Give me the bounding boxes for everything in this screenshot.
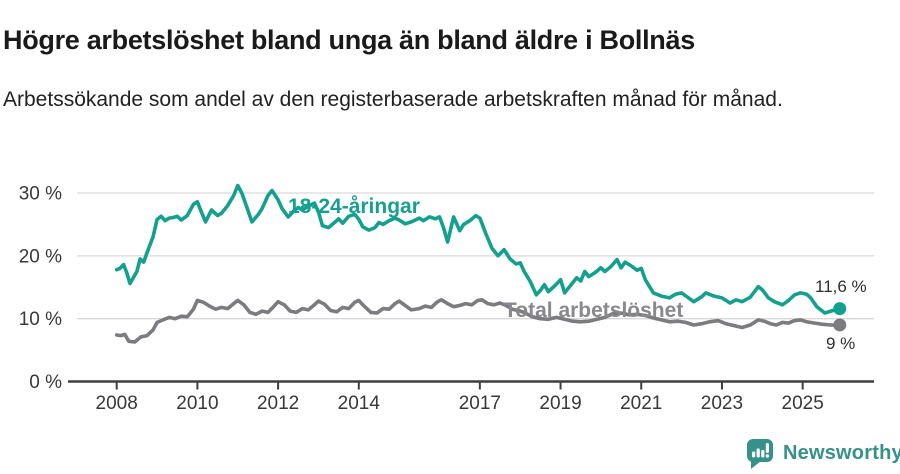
series-line-0 (114, 297, 842, 344)
end-value-label-18-24: 11,6 % (815, 277, 867, 296)
x-tick-label: 2010 (176, 393, 218, 414)
x-tick-label: 2014 (338, 393, 381, 414)
page-title: Högre arbetslöshet bland unga än bland ä… (3, 25, 695, 56)
x-tick-label: 2021 (620, 393, 662, 414)
series-line-1 (114, 183, 842, 315)
y-tick-label: 10 % (19, 309, 62, 330)
y-tick-label: 30 % (19, 184, 62, 205)
series-end-dot-0 (833, 318, 847, 332)
x-tick-label: 2017 (459, 393, 501, 414)
series-label-total: Total arbetslöshet (504, 299, 684, 322)
x-tick-label: 2025 (782, 393, 824, 414)
x-tick-label: 2023 (701, 393, 743, 414)
x-tick-label: 2019 (539, 393, 581, 414)
newsworthy-logo[interactable]: Newsworthy (744, 437, 900, 470)
x-tick-label: 2012 (257, 393, 299, 414)
x-tick-label: 2008 (96, 393, 138, 414)
y-tick-label: 20 % (19, 246, 62, 267)
y-tick-label: 0 % (29, 372, 62, 393)
newsworthy-wordmark: Newsworthy (783, 442, 900, 464)
newsworthy-icon (747, 439, 773, 469)
series-label-18-24: 18-24-åringar (288, 195, 420, 218)
end-value-label-total: 9 % (826, 334, 856, 353)
chart-subtitle: Arbetssökande som andel av den registerb… (3, 88, 783, 111)
series-end-dot-1 (833, 302, 847, 316)
